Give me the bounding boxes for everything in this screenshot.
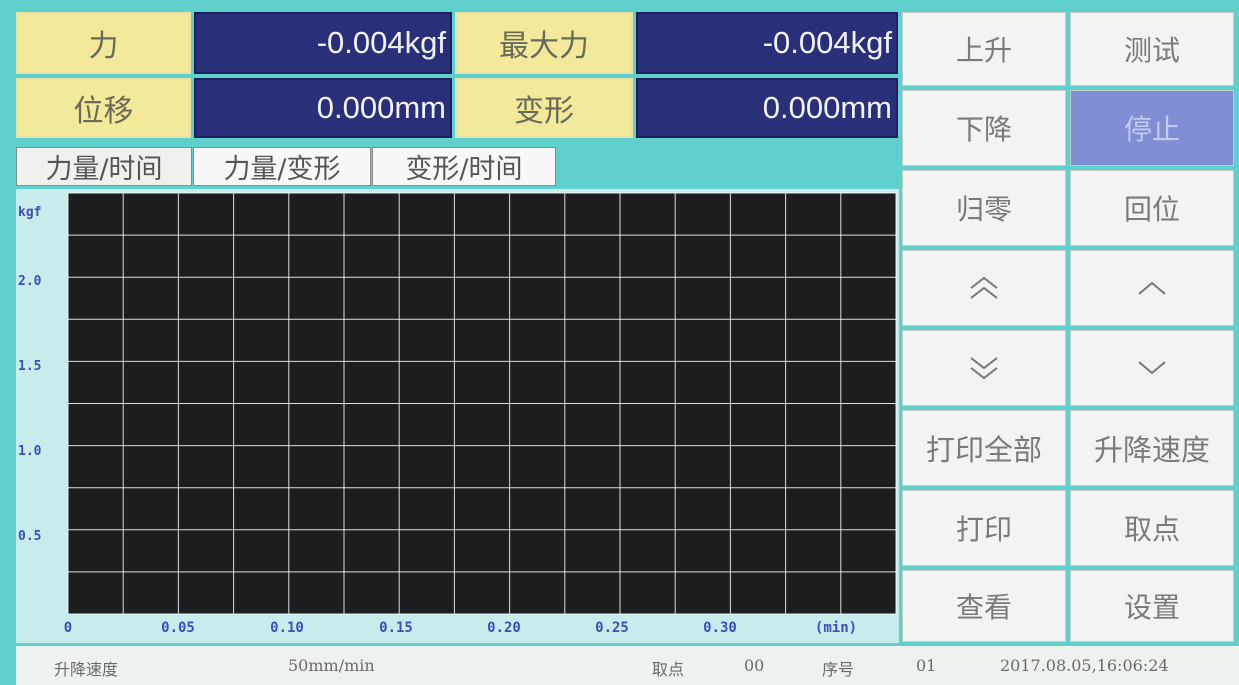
max-force-label: 最大力 (455, 12, 633, 74)
y-tick-label: 1.0 (18, 444, 42, 459)
print-button[interactable]: 打印 (902, 490, 1066, 566)
speed-value: 50mm/min (288, 656, 375, 675)
up-button[interactable]: 上升 (902, 12, 1066, 86)
tab-force-time[interactable]: 力量/时间 (16, 147, 192, 186)
sequence-label: 序号 (822, 660, 855, 679)
settings-button[interactable]: 设置 (1070, 570, 1234, 642)
speed-label: 升降速度 (54, 660, 119, 679)
view-button[interactable]: 查看 (902, 570, 1066, 642)
x-tick-label: 0.05 (161, 620, 195, 636)
displacement-value: 0.000mm (194, 78, 452, 138)
point-label: 取点 (652, 660, 685, 679)
chevron-up-icon (1138, 281, 1166, 295)
fast-up-button[interactable] (902, 250, 1066, 326)
fast-down-button[interactable] (902, 330, 1066, 406)
point-value: 00 (744, 656, 765, 675)
double-chevron-up-icon (970, 276, 998, 299)
force-value: -0.004kgf (194, 12, 452, 74)
print-all-button[interactable]: 打印全部 (902, 410, 1066, 486)
datetime: 2017.08.05,16:06:24 (1000, 656, 1169, 675)
y-tick-label: 0.5 (18, 529, 42, 544)
x-tick-label: 0 (63, 620, 73, 636)
chart-plot (67, 192, 897, 615)
tab-deformation-time[interactable]: 变形/时间 (372, 147, 556, 186)
displacement-label: 位移 (16, 78, 191, 138)
test-button[interactable]: 测试 (1070, 12, 1234, 86)
tab-force-deformation[interactable]: 力量/变形 (193, 147, 371, 186)
chevron-down-icon (1138, 361, 1166, 375)
deformation-label: 变形 (455, 78, 633, 138)
deformation-value: 0.000mm (636, 78, 898, 138)
max-force-value: -0.004kgf (636, 12, 898, 74)
y-tick-label: 2.0 (18, 274, 42, 289)
x-tick-label: 0.30 (703, 620, 737, 636)
down-button[interactable]: 下降 (902, 90, 1066, 166)
sequence-value: 01 (916, 656, 937, 675)
double-chevron-down-icon (970, 357, 998, 380)
force-time-chart: kgf 2.0 1.5 1.0 0.5 0 0.05 0.10 0.15 0.2… (16, 189, 899, 643)
slow-down-button[interactable] (1070, 330, 1234, 406)
y-axis-unit: kgf (18, 205, 42, 220)
x-tick-label: 0.25 (595, 620, 629, 636)
lift-speed-button[interactable]: 升降速度 (1070, 410, 1234, 486)
x-tick-label: 0.20 (487, 620, 521, 636)
stop-button[interactable]: 停止 (1070, 90, 1234, 166)
x-tick-label: 0.15 (379, 620, 413, 636)
zero-button[interactable]: 归零 (902, 170, 1066, 246)
return-button[interactable]: 回位 (1070, 170, 1234, 246)
y-tick-label: 1.5 (18, 359, 42, 374)
status-bar: 升降速度 50mm/min 取点 00 序号 01 2017.08.05,16:… (16, 646, 1239, 685)
x-axis-unit: (min) (814, 620, 858, 636)
take-point-button[interactable]: 取点 (1070, 490, 1234, 566)
force-label: 力 (16, 12, 191, 74)
x-tick-label: 0.10 (270, 620, 304, 636)
slow-up-button[interactable] (1070, 250, 1234, 326)
